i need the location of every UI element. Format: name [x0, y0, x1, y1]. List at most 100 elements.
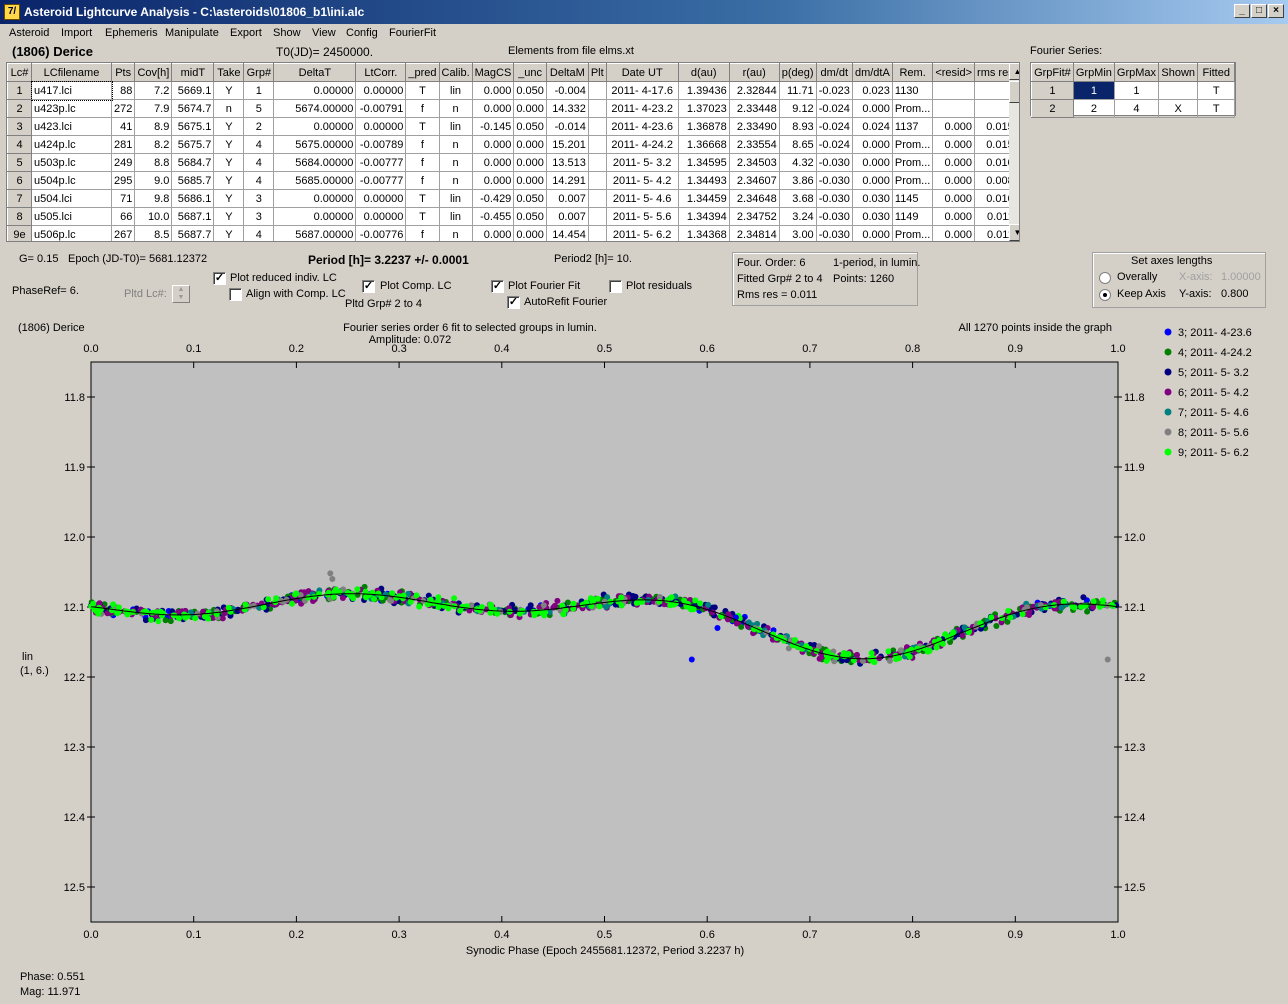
table-cell[interactable]: f [405, 153, 440, 172]
table-cell[interactable]: 14.291 [545, 171, 589, 190]
table-cell[interactable]: 295 [110, 171, 136, 190]
table-cell[interactable]: -0.030 [815, 171, 853, 190]
overally-radio[interactable] [1099, 272, 1111, 284]
table-cell[interactable]: T [405, 81, 440, 100]
menu-show[interactable]: Show [273, 27, 301, 39]
fourier-cell[interactable]: X [1158, 99, 1199, 118]
table-cell[interactable]: 0.000 [471, 225, 515, 241]
table-cell[interactable]: 0.000 [932, 225, 976, 241]
row-header[interactable]: 6 [7, 171, 32, 190]
column-header[interactable]: _pred [405, 63, 440, 82]
table-cell[interactable] [587, 117, 607, 136]
menu-asteroid[interactable]: Asteroid [9, 27, 50, 39]
table-cell[interactable]: 5674.7 [171, 99, 215, 118]
app-icon[interactable]: 7/ [4, 4, 20, 20]
table-cell[interactable]: u504p.lc [31, 171, 112, 190]
table-cell[interactable]: 0.000 [932, 117, 976, 136]
plot-residuals-checkbox[interactable] [609, 280, 622, 293]
table-cell[interactable]: 2011- 5- 6.2 [605, 225, 679, 241]
table-cell[interactable]: 2.34648 [728, 189, 780, 208]
table-cell[interactable]: -0.429 [471, 189, 515, 208]
table-cell[interactable]: 1.36878 [677, 117, 730, 136]
table-cell[interactable]: 0.00000 [273, 81, 357, 100]
table-cell[interactable]: Y [213, 171, 245, 190]
row-header[interactable]: 9e [7, 225, 32, 241]
row-header[interactable]: 8 [7, 207, 32, 226]
lightcurve-plot[interactable]: (1806) Derice Fourier series order 6 fit… [6, 312, 1276, 964]
fourier-cell[interactable]: T [1197, 81, 1235, 100]
align-comp-checkbox[interactable] [229, 288, 242, 301]
table-cell[interactable]: 11.71 [778, 81, 817, 100]
row-header[interactable]: 2 [7, 99, 32, 118]
table-cell[interactable]: 0.00000 [355, 81, 407, 100]
table-cell[interactable]: n [438, 99, 473, 118]
table-cell[interactable]: 7.2 [134, 81, 173, 100]
table-cell[interactable]: 2.33448 [728, 99, 780, 118]
fourier-column-header[interactable]: GrpMin [1072, 63, 1115, 82]
keep-axis-radio[interactable] [1099, 289, 1111, 301]
table-cell[interactable]: u506p.lc [31, 225, 112, 241]
x-axis-value[interactable]: 1.00000 [1221, 271, 1261, 283]
column-header[interactable]: DeltaM [545, 63, 589, 82]
table-cell[interactable]: -0.00791 [355, 99, 407, 118]
table-cell[interactable]: 4 [243, 171, 275, 190]
table-cell[interactable]: 249 [110, 153, 136, 172]
table-cell[interactable]: 0.030 [851, 207, 893, 226]
table-cell[interactable]: 0.000 [513, 135, 547, 154]
table-cell[interactable] [932, 81, 976, 100]
table-cell[interactable]: 2.34607 [728, 171, 780, 190]
table-cell[interactable]: 2011- 5- 4.2 [605, 171, 679, 190]
table-cell[interactable]: -0.014 [545, 117, 589, 136]
table-cell[interactable]: 267 [110, 225, 136, 241]
table-cell[interactable]: 0.000 [471, 171, 515, 190]
table-cell[interactable]: 9.8 [134, 189, 173, 208]
table-cell[interactable]: 5687.7 [171, 225, 215, 241]
table-cell[interactable]: 0.050 [513, 189, 547, 208]
row-header[interactable]: 5 [7, 153, 32, 172]
table-cell[interactable]: 1145 [891, 189, 934, 208]
table-cell[interactable]: 2.34752 [728, 207, 780, 226]
scroll-down-icon[interactable]: ▼ [1009, 224, 1019, 241]
table-cell[interactable]: 0.00000 [273, 207, 357, 226]
table-cell[interactable]: 0.00000 [273, 189, 357, 208]
table-cell[interactable]: 0.000 [471, 99, 515, 118]
column-header[interactable]: Take [213, 63, 245, 82]
row-header[interactable]: 1 [7, 81, 32, 100]
column-header[interactable]: dm/dtA [851, 63, 893, 82]
table-cell[interactable]: f [405, 99, 440, 118]
table-cell[interactable]: 5669.1 [171, 81, 215, 100]
table-cell[interactable]: 5687.00000 [273, 225, 357, 241]
plot-fourier-checkbox[interactable]: ✓ [491, 280, 504, 293]
table-cell[interactable]: -0.024 [815, 99, 853, 118]
pltd-grp-label[interactable]: Pltd Grp# 2 to 4 [345, 298, 423, 310]
table-cell[interactable]: 0.000 [932, 171, 976, 190]
column-header[interactable]: p(deg) [778, 63, 817, 82]
table-cell[interactable]: 1 [243, 81, 275, 100]
table-cell[interactable]: 71 [110, 189, 136, 208]
row-header[interactable]: 4 [7, 135, 32, 154]
table-cell[interactable]: n [438, 135, 473, 154]
table-cell[interactable]: 5684.00000 [273, 153, 357, 172]
table-cell[interactable]: 0.00000 [355, 207, 407, 226]
table-cell[interactable]: u417.lci [30, 80, 113, 101]
lightcurve-plot-panel[interactable]: (1806) Derice Fourier series order 6 fit… [6, 312, 1276, 964]
table-cell[interactable]: 4.32 [778, 153, 817, 172]
table-cell[interactable]: 0.000 [513, 171, 547, 190]
table-cell[interactable]: Y [213, 225, 245, 241]
table-cell[interactable]: 0.000 [851, 135, 893, 154]
table-cell[interactable]: -0.455 [471, 207, 515, 226]
table-cell[interactable]: 5675.7 [171, 135, 215, 154]
table-cell[interactable]: u423p.lc [31, 99, 112, 118]
table-cell[interactable]: Prom... [891, 171, 934, 190]
table-cell[interactable]: 0.000 [513, 99, 547, 118]
table-cell[interactable]: 0.010 [974, 153, 1017, 172]
table-cell[interactable]: lin [438, 81, 473, 100]
column-header[interactable]: d(au) [677, 63, 730, 82]
table-cell[interactable]: 2.33554 [728, 135, 780, 154]
table-cell[interactable]: 5685.00000 [273, 171, 357, 190]
table-cell[interactable]: 0.023 [851, 81, 893, 100]
column-header[interactable]: Date UT [605, 63, 679, 82]
